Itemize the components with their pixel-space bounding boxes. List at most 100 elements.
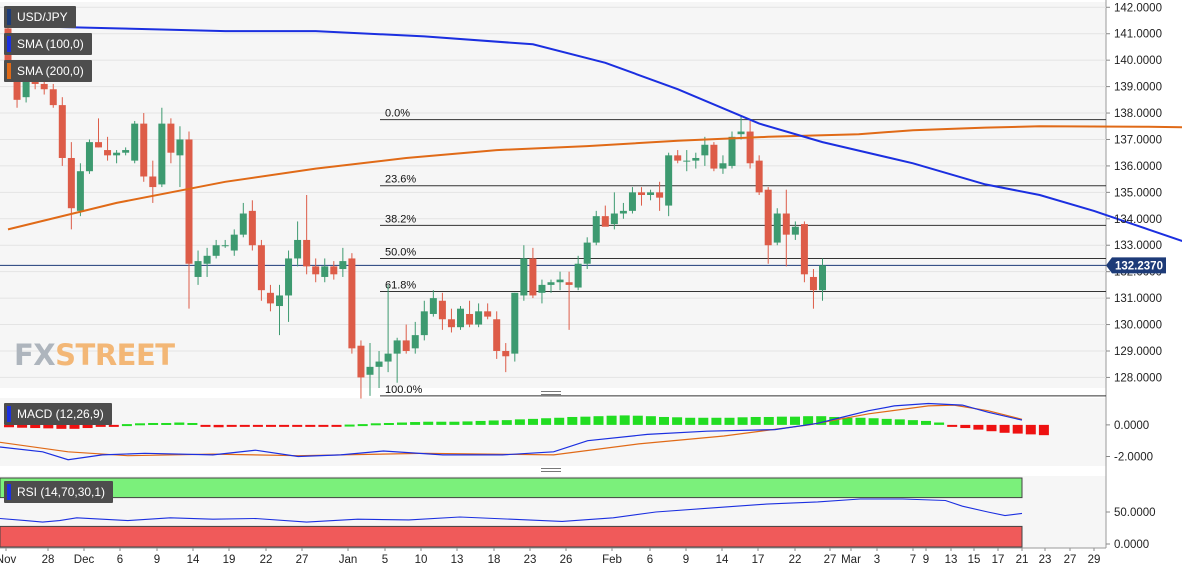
- time-tick-label: Dec: [74, 554, 95, 566]
- time-tick-label: 23: [524, 554, 537, 566]
- fib-level-label: 61.8%: [385, 280, 416, 292]
- macd-histogram-bar: [868, 418, 879, 425]
- price-tick-label: 129.0000: [1114, 346, 1162, 358]
- candle-body: [221, 245, 229, 247]
- macd-histogram-bar: [999, 424, 1010, 433]
- macd-histogram-bar: [724, 417, 735, 425]
- legend-rsi[interactable]: RSI (14,70,30,1): [4, 481, 114, 503]
- candle-body: [194, 261, 202, 277]
- time-tick-label: 17: [752, 554, 765, 566]
- time-tick-label: 10: [415, 554, 428, 566]
- rsi-overbought-zone: [0, 477, 1023, 499]
- time-tick-label: Feb: [602, 554, 622, 566]
- time-tick-label: 9: [683, 554, 689, 566]
- macd-histogram-bar: [790, 416, 800, 425]
- price-tick-label: 139.0000: [1114, 82, 1162, 94]
- last-price-tag: [1106, 257, 1166, 274]
- macd-histogram-bar: [475, 420, 486, 425]
- candle-body: [76, 171, 84, 211]
- candle-body: [248, 210, 256, 246]
- candle-body: [746, 131, 754, 164]
- candle-body: [737, 131, 745, 135]
- candle-body: [556, 279, 564, 283]
- legend-sma100-label: SMA (100,0): [17, 37, 84, 51]
- time-tick-label: 7: [910, 554, 916, 566]
- candle-body: [728, 136, 736, 166]
- candle-body: [375, 361, 383, 367]
- candle-body: [257, 245, 265, 291]
- candle-body: [791, 226, 799, 235]
- macd-histogram-bar: [750, 416, 761, 425]
- price-tick-label: 138.0000: [1114, 108, 1162, 120]
- candle-body: [176, 139, 184, 156]
- candle-body: [502, 350, 510, 357]
- candle-body: [384, 353, 392, 362]
- candle-body: [167, 123, 175, 153]
- legend-sma100[interactable]: SMA (100,0): [4, 33, 92, 55]
- legend-sma200-label: SMA (200,0): [17, 64, 84, 78]
- candle-body: [511, 292, 519, 354]
- legend-sma200[interactable]: SMA (200,0): [4, 60, 92, 82]
- candle-body: [85, 142, 93, 172]
- macd-histogram-bar: [449, 421, 460, 425]
- candle-body: [31, 81, 39, 84]
- pane-splitter-macd[interactable]: [541, 391, 561, 398]
- candle-body: [266, 292, 274, 304]
- macd-pane: [0, 398, 1106, 466]
- candle-body: [420, 311, 428, 336]
- macd-histogram-bar: [737, 417, 748, 425]
- candle-body: [131, 123, 139, 161]
- candle-body: [610, 213, 618, 225]
- time-tick-label: 27: [824, 554, 837, 566]
- macd-histogram-bar: [344, 424, 355, 427]
- candle-body: [312, 266, 320, 275]
- candle-body: [185, 139, 193, 264]
- symbol-swatch: [7, 9, 11, 25]
- candle-body: [719, 163, 727, 169]
- macd-histogram-bar: [855, 417, 866, 425]
- candle-body: [493, 319, 501, 351]
- time-tick-label: 6: [647, 554, 653, 566]
- candle-body: [583, 242, 591, 264]
- macd-histogram-bar: [619, 415, 630, 425]
- fib-level-label: 23.6%: [385, 174, 416, 186]
- time-tick-label: 13: [451, 554, 464, 566]
- candle-body: [357, 345, 365, 378]
- rsi-tick-label: 50.0000: [1114, 507, 1156, 519]
- macd-histogram-bar: [921, 420, 931, 425]
- macd-histogram-bar: [82, 424, 93, 429]
- macd-histogram-bar: [252, 424, 263, 427]
- candle-body: [58, 105, 66, 158]
- macd-histogram-bar: [266, 424, 276, 427]
- price-pane: [0, 2, 1106, 388]
- macd-histogram-bar: [95, 424, 106, 427]
- time-tick-label: 27: [296, 554, 309, 566]
- macd-histogram-bar: [501, 420, 512, 425]
- time-tick-label: Nov: [0, 554, 16, 566]
- macd-histogram-bar: [632, 415, 643, 425]
- price-tick-label: 130.0000: [1114, 320, 1162, 332]
- macd-histogram-bar: [292, 424, 303, 427]
- macd-histogram-bar: [907, 420, 918, 425]
- legend-symbol[interactable]: USD/JPY: [4, 6, 76, 28]
- price-tick-label: 136.0000: [1114, 161, 1162, 173]
- macd-histogram-bar: [776, 416, 787, 425]
- macd-histogram-bar: [1025, 424, 1036, 435]
- candle-body: [104, 150, 112, 156]
- price-tick-label: 140.0000: [1114, 55, 1162, 67]
- macd-histogram-bar: [1012, 424, 1023, 434]
- candle-body: [321, 266, 329, 277]
- candle-body: [447, 319, 455, 328]
- macd-histogram-bar: [397, 422, 407, 425]
- macd-histogram-bar: [567, 416, 578, 425]
- time-tick-label: 14: [187, 554, 200, 566]
- price-tick-label: 134.0000: [1114, 214, 1162, 226]
- candle-body: [113, 152, 121, 156]
- legend-macd[interactable]: MACD (12,26,9): [4, 403, 112, 425]
- candle-body: [393, 340, 401, 354]
- macd-histogram-bar: [514, 419, 525, 425]
- pane-splitter-rsi[interactable]: [541, 468, 561, 475]
- candle-body: [565, 282, 573, 285]
- time-tick-label: 13: [945, 554, 958, 566]
